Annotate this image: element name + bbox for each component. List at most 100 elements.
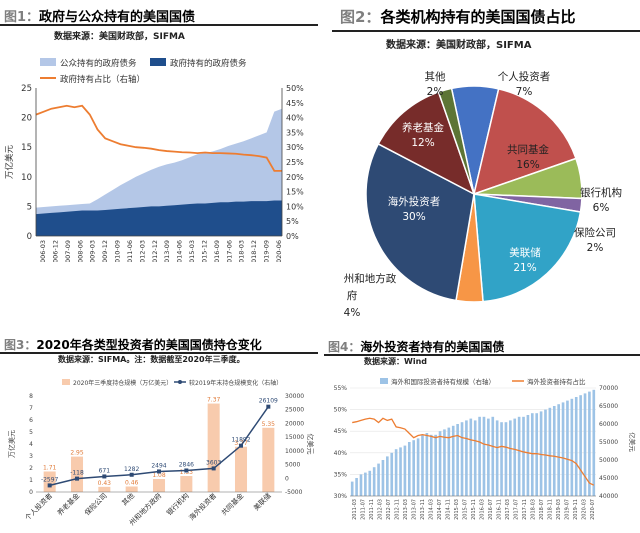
x-tick-label: 2017-03 — [505, 499, 511, 520]
bar — [447, 427, 451, 496]
x-category-label: 个人投资者 — [23, 491, 54, 522]
x-category-label: 保险公司 — [83, 491, 109, 517]
bar — [152, 479, 166, 492]
bar — [421, 434, 424, 496]
pie-category-label-cont: 府 — [347, 289, 358, 302]
x-tick-label: 2012-07 — [386, 499, 392, 520]
y2-tick-label: 25000 — [285, 407, 304, 414]
bar — [125, 486, 138, 492]
bar — [394, 449, 398, 496]
x-category-label: 海外投资者 — [187, 491, 218, 522]
x-tick-label: 2017-06 — [225, 240, 233, 262]
pie-value-label: 2% — [427, 86, 444, 98]
y-tick-label: 50% — [334, 407, 348, 414]
x-category-label: 银行机构 — [165, 491, 191, 517]
y2-tick-label: 5000 — [285, 462, 300, 469]
figure-2-title-text: 各类机构持有的美国国债占比 — [380, 8, 576, 26]
line-value-label: -2597 — [41, 476, 59, 483]
y-tick-label: 6 — [29, 417, 33, 424]
bar-value-label: 1.33 — [180, 469, 194, 476]
legend-marker-line — [178, 380, 182, 384]
pie-category-label: 美联储 — [509, 246, 541, 259]
y-tick-label: 15 — [21, 143, 32, 153]
legend-label-bars: 2020年三季度持仓规模（万亿美元） — [73, 379, 172, 387]
x-tick-label: 2007-09 — [64, 240, 72, 262]
figure-2-number: 图2： — [340, 8, 381, 26]
pie-category-label: 其他 — [425, 70, 446, 83]
line-value-label: 2846 — [179, 461, 194, 468]
x-tick-label: 2019-07 — [565, 499, 571, 520]
pie-category-label: 银行机构 — [580, 186, 622, 199]
bar — [425, 433, 429, 496]
x-tick-label: 2013-03 — [403, 499, 409, 520]
x-tick-label: 2008-06 — [76, 240, 84, 262]
bar — [407, 442, 411, 496]
y-tick-label: 8 — [29, 393, 33, 400]
pie-slice — [377, 91, 476, 196]
bar — [592, 389, 596, 496]
y-tick-label: 0 — [27, 232, 32, 242]
y2-tick-label: 45000 — [599, 475, 618, 482]
pie-value-label: 16% — [516, 159, 539, 171]
x-category-label: 养老基金 — [55, 491, 81, 517]
x-tick-label: 2015-03 — [454, 499, 460, 520]
y2-tick-label: 60000 — [599, 421, 618, 428]
bar — [412, 440, 416, 496]
figure-3-chart: 2020年三季度持仓规模（万亿美元） 较2019年末持仓规模变化（右轴） 1.71 2… — [7, 379, 315, 527]
bar — [478, 416, 481, 496]
line-value-label: 671 — [99, 467, 111, 474]
x-tick-label: 2013-07 — [412, 499, 418, 520]
pie-category-label: 保险公司 — [574, 226, 616, 239]
bar — [491, 416, 495, 496]
bar — [561, 402, 565, 496]
line-point — [239, 443, 243, 448]
legend-label-line: 较2019年末持仓规模变化（右轴） — [189, 379, 282, 387]
bar — [504, 422, 508, 496]
bar — [372, 467, 376, 496]
bar — [548, 407, 552, 496]
x-tick-label: 2018-03 — [531, 499, 537, 520]
figure-1-panel: 图1：政府与公众持有的美国国债 数据来源：美国财政部，SIFMA 公众持有的政府… — [0, 0, 318, 262]
x-tick-label: 2018-12 — [250, 240, 258, 262]
legend-label-1: 政府持有的政府债务 — [170, 58, 247, 69]
pie-value-label: 7% — [516, 86, 533, 98]
figure-3-source: 数据来源：SIFMA。注：数据截至2020年三季度。 — [58, 355, 245, 364]
figure-3-number: 图3： — [4, 338, 37, 352]
figure-2-panel: 图2：各类机构持有的美国国债占比 数据来源：美国财政部，SIFMA 个人投资者 7… — [332, 0, 640, 322]
pie-value-label: 6% — [593, 202, 610, 214]
bar — [579, 395, 582, 496]
pie-value-label: 12% — [411, 137, 434, 149]
figure-1-source: 数据来源：美国财政部，SIFMA — [54, 32, 185, 42]
figure-2-rule — [332, 30, 640, 32]
x-tick-label: 2011-03 — [352, 499, 358, 520]
line-foreign-share — [352, 417, 595, 486]
x-tick-label: 2016-11 — [497, 499, 503, 520]
bar — [557, 404, 560, 496]
bar — [469, 418, 473, 496]
x-tick-label: 2012-11 — [395, 499, 401, 520]
line-value-label: 26109 — [259, 398, 278, 405]
y2-tick-label: 65000 — [599, 403, 618, 410]
bar-value-label: 0.46 — [125, 479, 139, 486]
bar — [350, 481, 354, 496]
line-point — [47, 483, 52, 488]
pie-value-label: 30% — [402, 211, 425, 223]
x-tick-label: 2020-07 — [590, 499, 596, 520]
line-government-share — [35, 104, 282, 172]
pie-category-label: 海外投资者 — [388, 195, 441, 208]
y-tick-label: 45% — [334, 428, 348, 435]
bar — [552, 406, 556, 496]
bar — [539, 411, 543, 496]
figure-4-rule — [324, 354, 640, 356]
bar — [513, 418, 517, 496]
x-tick-label: 2018-03 — [238, 240, 246, 262]
bar — [377, 463, 380, 496]
x-tick-label: 2017-11 — [522, 499, 528, 520]
bar — [359, 474, 363, 496]
bar — [234, 446, 248, 492]
figure-4-chart: 海外和国际投资者持有规模（右轴） 海外投资者持有占比 30% 35% 40% 45% 50%… — [334, 377, 637, 520]
line-point — [102, 474, 107, 479]
x-category-label: 其他 — [120, 491, 136, 507]
x-tick-label: 2015-03 — [188, 240, 196, 262]
bar — [207, 403, 220, 492]
